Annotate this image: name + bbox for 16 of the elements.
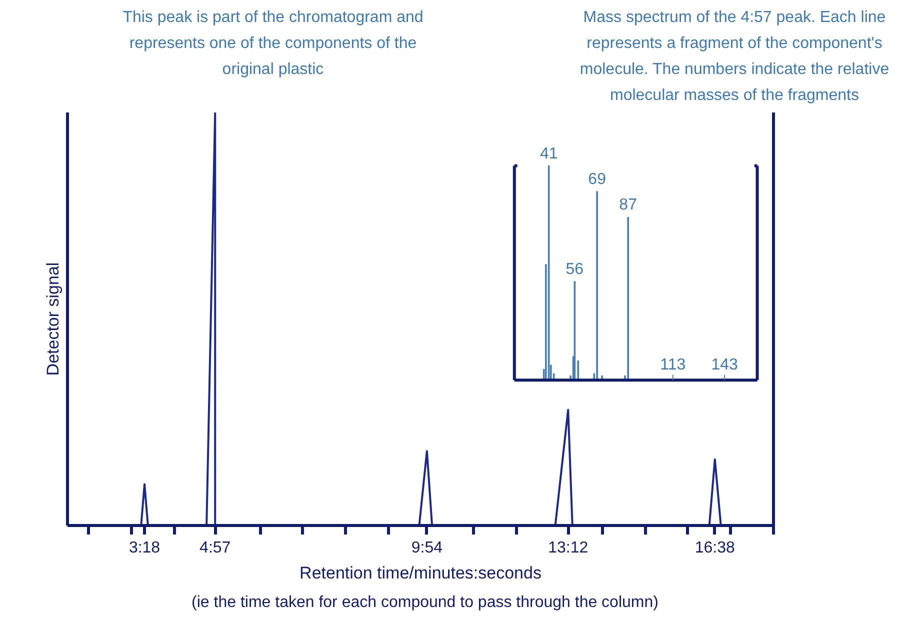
x-tick-label: 4:57 (200, 540, 231, 556)
x-axis-title: Retention time/minutes:seconds (300, 564, 542, 582)
x-tick-label: 16:38 (694, 540, 735, 556)
annotation: 87 (619, 196, 638, 214)
x-tick-label: 113 (660, 356, 686, 374)
text: (ie the time taken for each compound to pass through the column) (192, 593, 658, 613)
annotation: 41 (540, 145, 558, 162)
text: Mass spectrum of the 4:57 peak. Each line represents a fragment of the component's molecule. The numbers indicate the relative molecular masses of the fragments (580, 8, 890, 106)
x-tick-label: 3:18 (128, 540, 160, 556)
annotation: 69 (588, 170, 606, 188)
x-tick-label: 13:12 (548, 540, 588, 556)
x-tick-label: 9:54 (411, 540, 443, 556)
x-tick-label: 143 (711, 356, 738, 374)
text: This peak is part of the chromatogram and represents one of the components of the original plastic (122, 8, 424, 80)
y-axis-title: Detector signal (44, 262, 62, 376)
annotation: 56 (566, 261, 584, 278)
